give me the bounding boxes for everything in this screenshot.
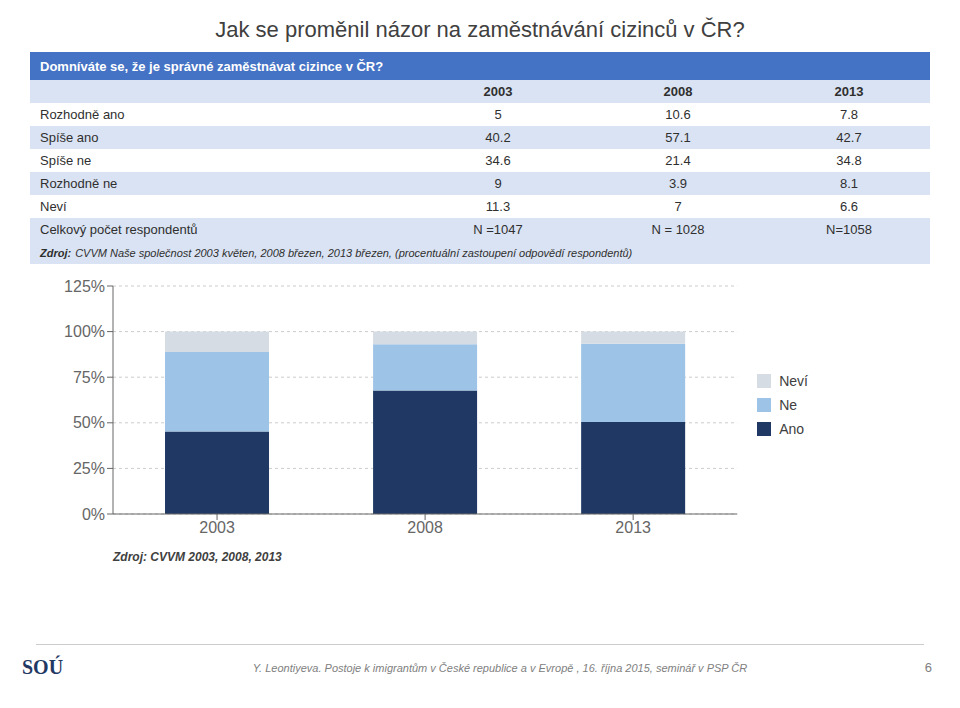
html-text:N =1047: N =1047 (473, 222, 523, 237)
html-text:Y. Leontiyeva. Postoje k imigr: Y. Leontiyeva. Postoje k imigrantům v Če… (252, 662, 748, 674)
html-text:N=1058: N=1058 (826, 222, 872, 237)
html-text:Celkový počet respondentů: Celkový počet respondentů (40, 222, 198, 237)
html-text:SOÚ: SOÚ (22, 656, 64, 678)
svg-text:2008: 2008 (407, 519, 443, 536)
html-text:Spíše ano: Spíše ano (40, 130, 99, 145)
svg-text:50%: 50% (73, 414, 105, 431)
html-text:Jak se proměnil názor na zaměs: Jak se proměnil názor na zaměstnávání ci… (215, 17, 745, 42)
html-text:Ano: Ano (779, 421, 805, 437)
html-text:Rozhodně ano: Rozhodně ano (40, 107, 125, 122)
html-text:6: 6 (924, 660, 932, 675)
html-text:9: 9 (494, 176, 502, 191)
html-text:34.8: 34.8 (836, 153, 862, 168)
html-text:11.3: 11.3 (485, 199, 511, 214)
svg-text:25%: 25% (73, 460, 105, 477)
html-text:Zdroj: CVVM Naše společnost 20: Zdroj: CVVM Naše společnost 2003 květen,… (40, 246, 633, 259)
html-text:2013: 2013 (834, 84, 864, 99)
svg-text:2013: 2013 (615, 519, 651, 536)
html-text:57.1: 57.1 (665, 130, 691, 145)
html-text:2003: 2003 (483, 84, 513, 99)
svg-text:2003: 2003 (199, 519, 235, 536)
html-text:Rozhodně ne: Rozhodně ne (40, 176, 118, 191)
html-text:8.1: 8.1 (840, 176, 858, 191)
svg-text:0%: 0% (82, 506, 105, 523)
html-text:Ne: Ne (779, 397, 798, 413)
svg-text:75%: 75% (73, 369, 105, 386)
html-text:10.6: 10.6 (665, 107, 691, 122)
html-text:Zdroj: CVVM 2003, 2008, 2013: Zdroj: CVVM 2003, 2008, 2013 (113, 550, 282, 564)
html-text:Neví: Neví (40, 199, 67, 214)
html-text:5: 5 (494, 107, 502, 122)
html-text:N = 1028: N = 1028 (651, 222, 705, 237)
html-text:7.8: 7.8 (840, 107, 858, 122)
svg-text:100%: 100% (64, 323, 105, 340)
html-text:40.2: 40.2 (485, 130, 511, 145)
html-text:Spíše ne: Spíše ne (40, 153, 92, 168)
html-text:34.6: 34.6 (485, 153, 511, 168)
html-text:21.4: 21.4 (665, 153, 691, 168)
svg-text:125%: 125% (64, 278, 105, 295)
html-text:Domníváte se, že je správné za: Domníváte se, že je správné zaměstnávat … (40, 58, 384, 74)
html-text:Neví: Neví (779, 373, 808, 389)
html-text:3.9: 3.9 (669, 176, 687, 191)
html-text:6.6: 6.6 (840, 199, 858, 214)
html-text:7: 7 (674, 199, 682, 214)
html-text:42.7: 42.7 (836, 130, 862, 145)
html-text:2008: 2008 (663, 84, 693, 99)
